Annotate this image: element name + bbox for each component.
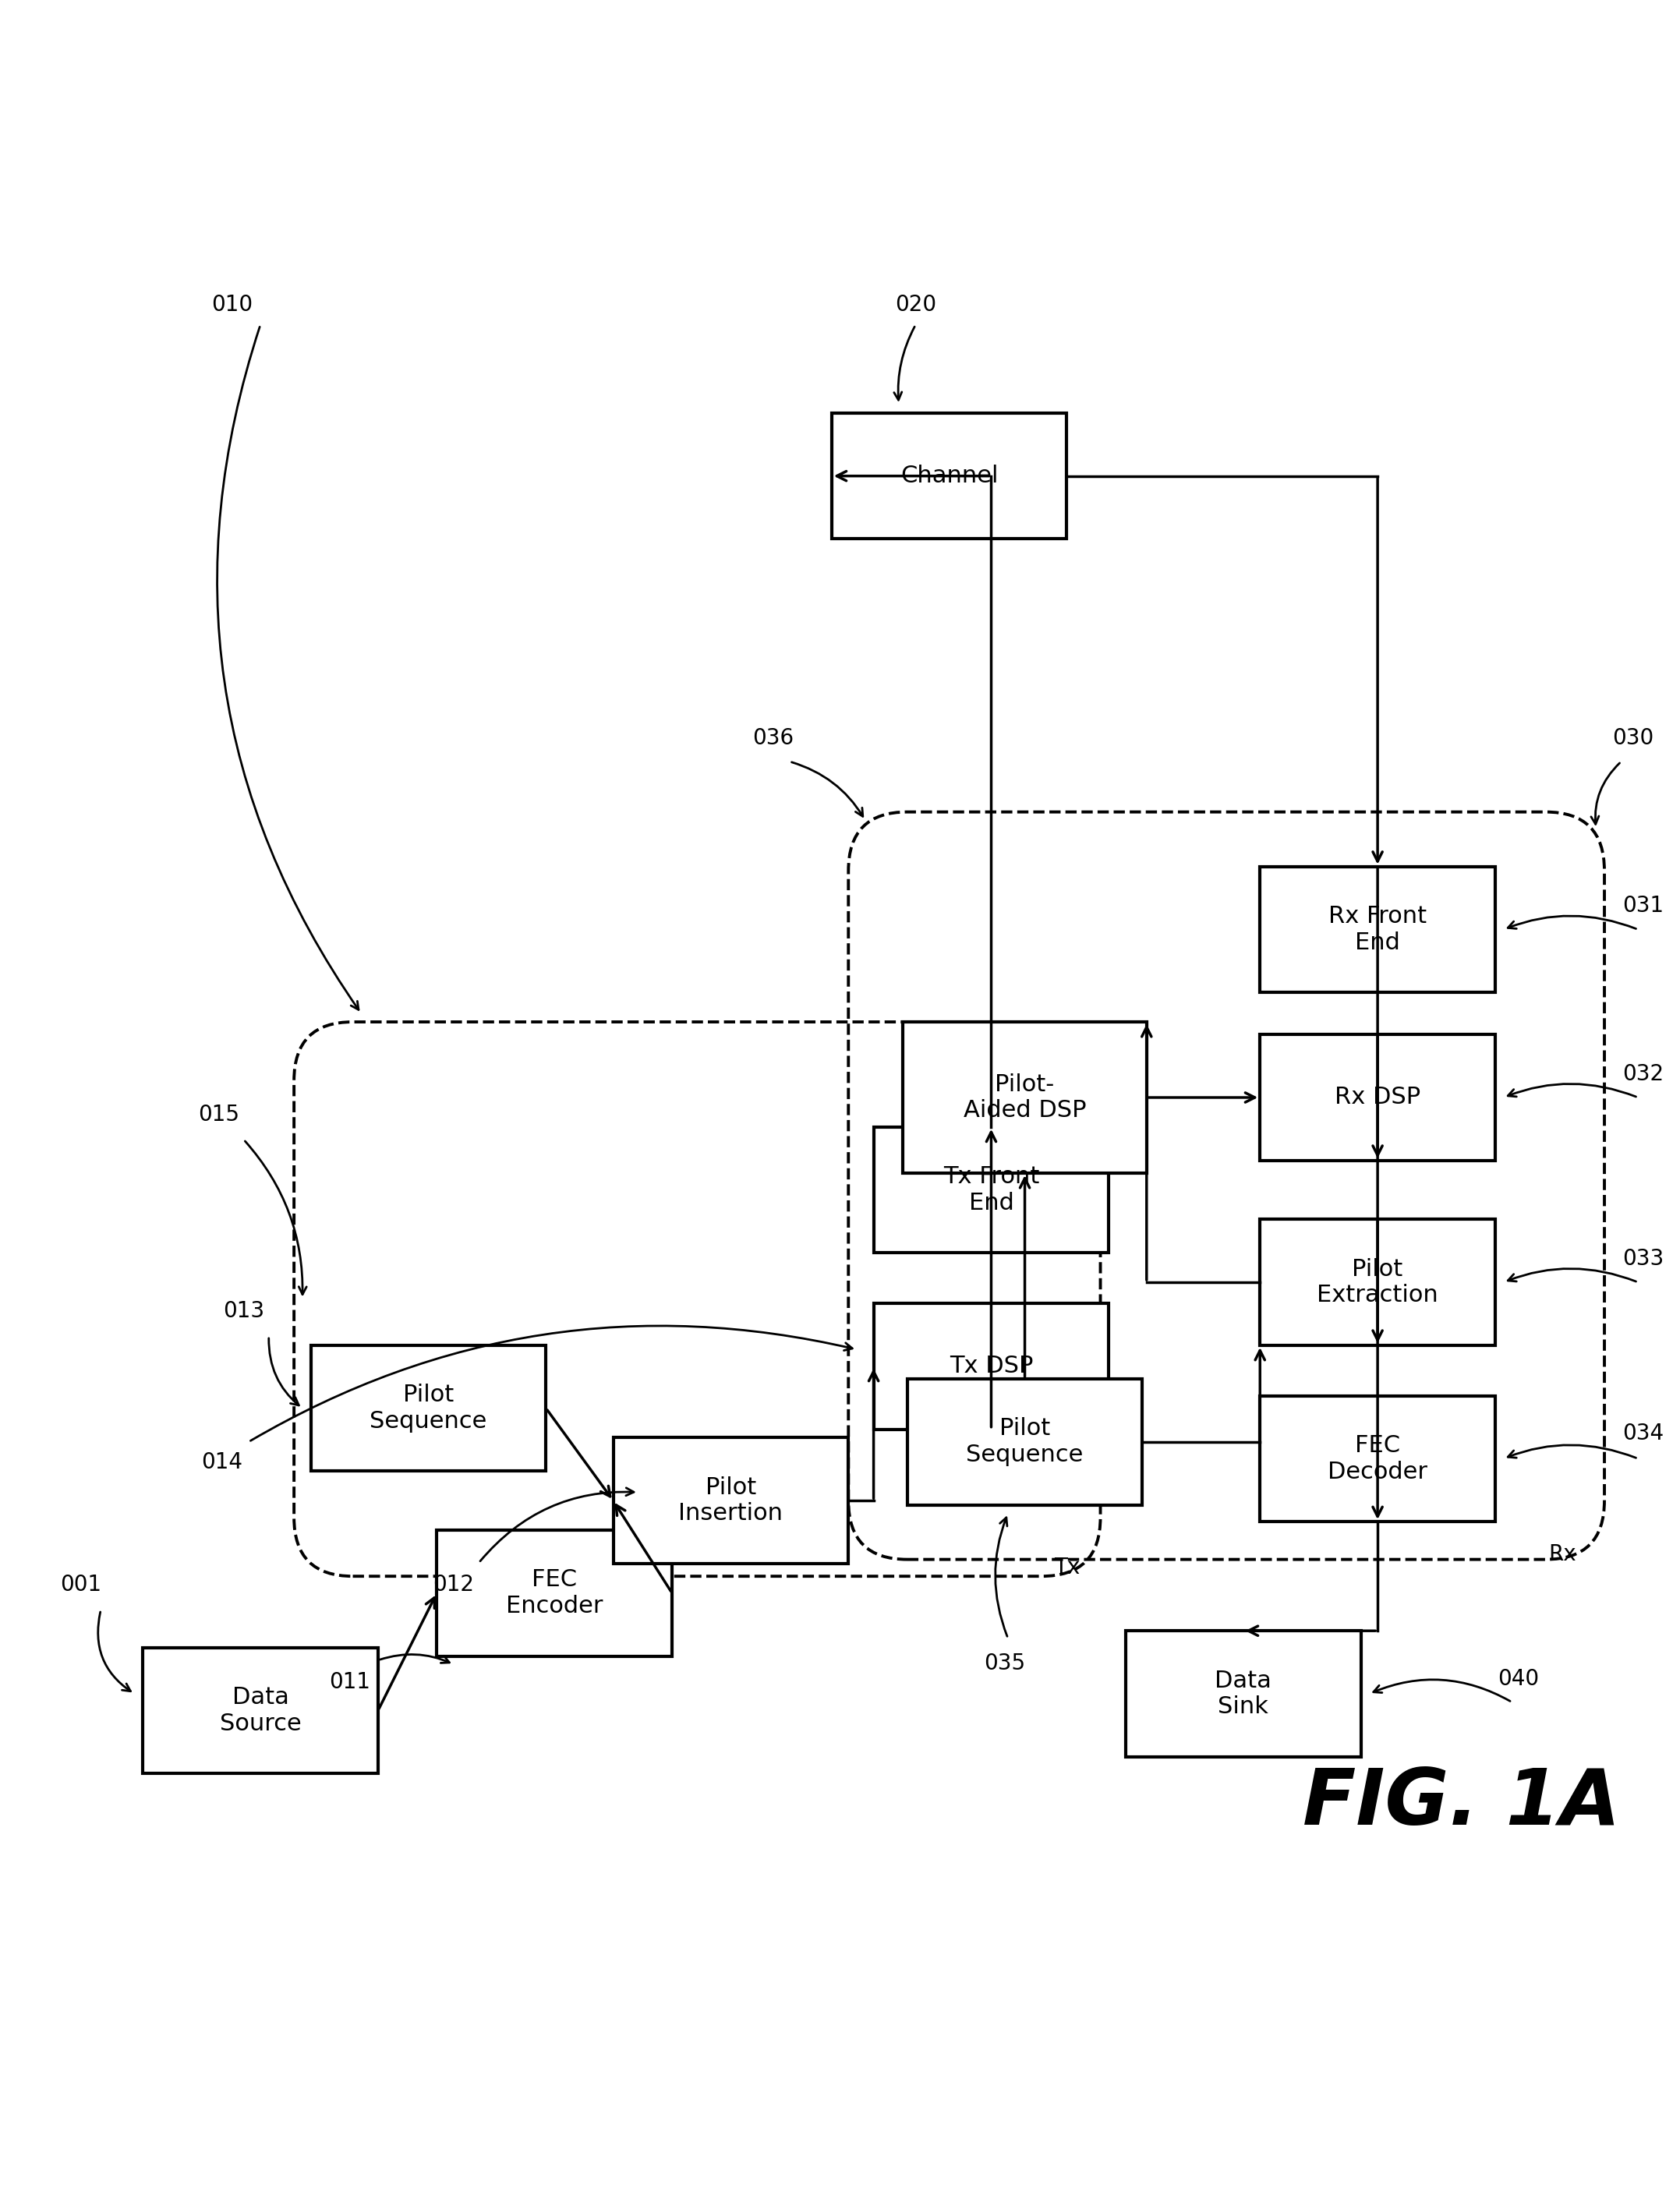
Text: Rx DSP: Rx DSP: [1334, 1087, 1421, 1108]
Text: 030: 030: [1613, 727, 1653, 748]
Text: Rx Front
End: Rx Front End: [1329, 904, 1426, 955]
FancyBboxPatch shape: [874, 1126, 1109, 1253]
Text: 010: 010: [212, 294, 252, 316]
Text: Data
Source: Data Source: [220, 1686, 301, 1734]
Text: 035: 035: [984, 1653, 1025, 1675]
FancyBboxPatch shape: [832, 413, 1067, 540]
Text: FEC
Encoder: FEC Encoder: [506, 1569, 603, 1618]
Text: Tx Front
End: Tx Front End: [942, 1166, 1040, 1214]
Text: Pilot
Sequence: Pilot Sequence: [370, 1383, 487, 1433]
FancyBboxPatch shape: [874, 1304, 1109, 1429]
Text: 031: 031: [1623, 896, 1663, 918]
Text: 033: 033: [1623, 1247, 1663, 1269]
Text: Tx DSP: Tx DSP: [949, 1354, 1033, 1378]
Text: Pilot
Sequence: Pilot Sequence: [966, 1418, 1084, 1466]
FancyBboxPatch shape: [1126, 1631, 1361, 1756]
Text: Pilot
Insertion: Pilot Insertion: [679, 1477, 783, 1526]
Text: 040: 040: [1499, 1668, 1539, 1690]
Text: Data
Sink: Data Sink: [1215, 1670, 1272, 1719]
Text: FIG. 1A: FIG. 1A: [1302, 1765, 1621, 1842]
Text: Channel: Channel: [900, 465, 998, 487]
Text: Pilot-
Aided DSP: Pilot- Aided DSP: [963, 1073, 1087, 1122]
FancyBboxPatch shape: [1260, 1034, 1495, 1161]
Text: 020: 020: [895, 294, 936, 316]
FancyBboxPatch shape: [904, 1023, 1146, 1172]
Text: 012: 012: [433, 1574, 474, 1596]
FancyBboxPatch shape: [1260, 1396, 1495, 1521]
FancyBboxPatch shape: [907, 1378, 1142, 1506]
Text: 036: 036: [753, 727, 793, 748]
Text: 011: 011: [329, 1670, 370, 1692]
Text: 032: 032: [1623, 1062, 1663, 1084]
FancyBboxPatch shape: [613, 1438, 848, 1563]
Text: 034: 034: [1623, 1422, 1663, 1444]
FancyBboxPatch shape: [143, 1648, 378, 1774]
Text: 014: 014: [202, 1451, 242, 1473]
Text: Tx: Tx: [1053, 1556, 1080, 1578]
Text: 013: 013: [223, 1299, 264, 1321]
FancyBboxPatch shape: [437, 1530, 672, 1655]
FancyBboxPatch shape: [1260, 1218, 1495, 1346]
Text: 015: 015: [198, 1104, 239, 1126]
FancyBboxPatch shape: [1260, 867, 1495, 992]
Text: Pilot
Extraction: Pilot Extraction: [1317, 1258, 1438, 1306]
FancyBboxPatch shape: [311, 1346, 546, 1471]
Text: 001: 001: [60, 1574, 101, 1596]
Text: FEC
Decoder: FEC Decoder: [1327, 1433, 1428, 1484]
Text: Rx: Rx: [1549, 1543, 1576, 1565]
